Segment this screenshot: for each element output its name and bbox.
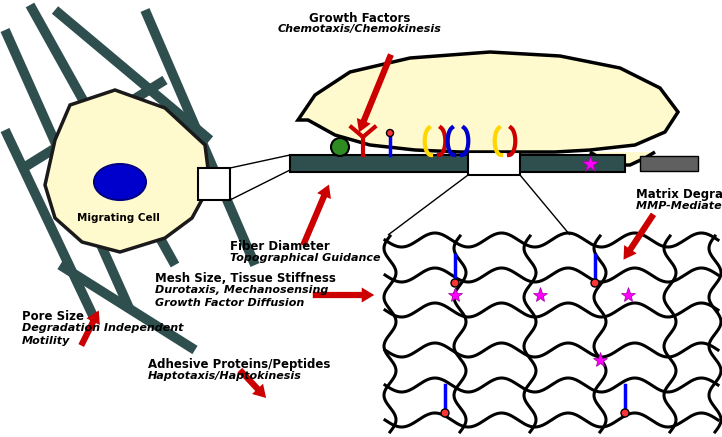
Ellipse shape	[386, 129, 393, 136]
Text: Chemotaxis/Chemokinesis: Chemotaxis/Chemokinesis	[278, 24, 442, 34]
Bar	[290, 155, 625, 172]
Text: Fiber Diameter: Fiber Diameter	[230, 240, 330, 253]
Ellipse shape	[451, 279, 459, 287]
Bar	[640, 156, 698, 171]
Text: Migrating Cell: Migrating Cell	[77, 213, 160, 223]
Text: Mesh Size, Tissue Stiffness: Mesh Size, Tissue Stiffness	[155, 272, 336, 285]
Text: Growth Factor Diffusion: Growth Factor Diffusion	[155, 298, 304, 308]
Text: Durotaxis, Mechanosensing: Durotaxis, Mechanosensing	[155, 285, 329, 295]
Ellipse shape	[94, 164, 146, 200]
Bar	[198, 168, 230, 200]
Text: Degradation Independent: Degradation Independent	[22, 323, 183, 333]
Text: Matrix Degradability: Matrix Degradability	[636, 188, 722, 201]
Text: Adhesive Proteins/Peptides: Adhesive Proteins/Peptides	[148, 358, 331, 371]
Bar	[468, 152, 520, 175]
Polygon shape	[45, 90, 210, 252]
Polygon shape	[298, 52, 678, 152]
Text: Pore Size: Pore Size	[22, 310, 84, 323]
Text: Topographical Guidance: Topographical Guidance	[230, 253, 380, 263]
Ellipse shape	[591, 279, 599, 287]
Text: MMP-Mediated Motility: MMP-Mediated Motility	[636, 201, 722, 211]
Polygon shape	[590, 152, 655, 165]
Ellipse shape	[621, 409, 629, 417]
Text: Haptotaxis/Haptokinesis: Haptotaxis/Haptokinesis	[148, 371, 302, 381]
Text: Growth Factors: Growth Factors	[309, 12, 411, 25]
Ellipse shape	[331, 138, 349, 156]
Text: Motility: Motility	[22, 336, 70, 346]
Ellipse shape	[441, 409, 449, 417]
